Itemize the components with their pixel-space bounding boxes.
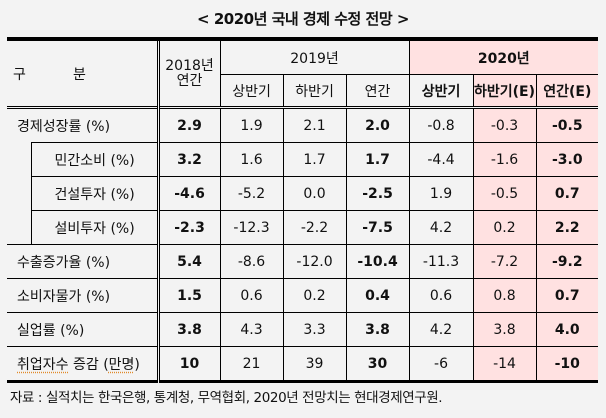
indent-spacer [7, 143, 31, 177]
cell-2019-h1: 21 [219, 346, 284, 383]
cell-2019-h2: 1.7 [282, 142, 347, 177]
cell-2020-h2e: 0.8 [472, 278, 537, 313]
cell-2019-h1: 0.6 [219, 278, 284, 313]
header-2019-h2: 하반기 [282, 74, 347, 108]
cell-2018-annual: 3.8 [157, 312, 221, 347]
cell-2019-annual: -2.5 [345, 176, 410, 211]
cell-2018-annual: 10 [157, 346, 221, 383]
header-category-right: 분 [73, 66, 86, 83]
cell-2018-annual: 1.5 [157, 278, 221, 313]
row-label: 실업률 (%) [7, 312, 160, 347]
cell-2020-annual-e: 0.7 [535, 176, 599, 211]
row-label-part: 증감 ( [68, 356, 109, 373]
row-label-part: 취업자수 [17, 356, 69, 373]
cell-2020-annual-e: -10 [535, 346, 599, 383]
cell-2020-h1: -0.8 [408, 106, 474, 143]
cell-2020-annual-e: 4.0 [535, 312, 599, 347]
cell-2019-h1: 1.6 [219, 142, 284, 177]
cell-2019-annual: 2.0 [345, 106, 410, 143]
cell-2020-h1: 4.2 [408, 210, 474, 245]
indent-spacer [7, 211, 31, 245]
row-label: 건설투자 (%) [30, 176, 160, 211]
header-2018-annual-label: 연간 [176, 72, 203, 89]
cell-2020-h2e: 3.8 [472, 312, 537, 347]
table-row-gdp-growth: 경제성장률 (%) 2.9 1.9 2.1 2.0 -0.8 -0.3 -0.5 [7, 106, 599, 143]
cell-2020-h2e: 0.2 [472, 210, 537, 245]
cell-2020-h1: 0.6 [408, 278, 474, 313]
cell-2020-h2e: -0.5 [472, 176, 537, 211]
row-label-part: 만명 [108, 356, 135, 373]
header-row-2: 상반기 하반기 연간 상반기 하반기(E) 연간(E) [7, 74, 599, 108]
cell-2019-annual: 1.7 [345, 142, 410, 177]
cell-2019-h2: 2.1 [282, 106, 347, 143]
table-row-export-growth: 수출증가율 (%) 5.4 -8.6 -12.0 -10.4 -11.3 -7.… [7, 244, 599, 279]
cell-2019-h1: -8.6 [219, 244, 284, 279]
cell-2018-annual: 2.9 [157, 106, 221, 143]
cell-2018-annual: 3.2 [157, 142, 221, 177]
source-note: 자료 : 실적치는 한국은행, 통계청, 무역협회, 2020년 전망치는 현대… [10, 390, 443, 406]
header-2018-annual: 2018년 연간 [157, 37, 221, 108]
cell-2020-h2e: -14 [472, 346, 537, 383]
table-row-construction-investment: 건설투자 (%) -4.6 -5.2 0.0 -2.5 1.9 -0.5 0.7 [7, 176, 599, 211]
table-row-consumer-prices: 소비자물가 (%) 1.5 0.6 0.2 0.4 0.6 0.8 0.7 [7, 278, 599, 313]
table-row-unemployment: 실업률 (%) 3.8 4.3 3.3 3.8 4.2 3.8 4.0 [7, 312, 599, 347]
cell-2019-h1: 1.9 [219, 106, 284, 143]
cell-2019-h2: -2.2 [282, 210, 347, 245]
cell-2019-h2: 0.0 [282, 176, 347, 211]
cell-2019-h1: -12.3 [219, 210, 284, 245]
cell-2020-h1: 4.2 [408, 312, 474, 347]
cell-2020-h1: -11.3 [408, 244, 474, 279]
cell-2019-h2: 3.3 [282, 312, 347, 347]
cell-2020-h2e: -7.2 [472, 244, 537, 279]
cell-2020-h2e: -0.3 [472, 106, 537, 143]
cell-2019-annual: -10.4 [345, 244, 410, 279]
cell-2020-h2e: -1.6 [472, 142, 537, 177]
row-label: 설비투자 (%) [30, 210, 160, 245]
header-2020-annual-estimate: 연간(E) [535, 74, 599, 108]
table-title: < 2020년 국내 경제 수정 전망 > [197, 10, 409, 28]
cell-2019-annual: 3.8 [345, 312, 410, 347]
row-label: 민간소비 (%) [30, 142, 160, 177]
row-label: 수출증가율 (%) [7, 244, 160, 279]
cell-2019-h1: 4.3 [219, 312, 284, 347]
cell-2020-annual-e: -0.5 [535, 106, 599, 143]
row-label: 소비자물가 (%) [7, 278, 160, 313]
header-2020-h1: 상반기 [408, 74, 474, 108]
header-2019-h1: 상반기 [219, 74, 284, 108]
header-2019: 2019년 [219, 37, 410, 75]
table-row-facility-investment: 설비투자 (%) -2.3 -12.3 -2.2 -7.5 4.2 0.2 2.… [7, 210, 599, 245]
header-2020: 2020년 [408, 37, 599, 75]
cell-2019-annual: 0.4 [345, 278, 410, 313]
cell-2019-h2: 0.2 [282, 278, 347, 313]
cell-2019-h2: 39 [282, 346, 347, 383]
cell-2018-annual: 5.4 [157, 244, 221, 279]
cell-2018-annual: -4.6 [157, 176, 221, 211]
row-label: 경제성장률 (%) [7, 106, 160, 143]
header-2020-h2-estimate: 하반기(E) [472, 74, 537, 108]
cell-2020-h1: -6 [408, 346, 474, 383]
cell-2020-h1: 1.9 [408, 176, 474, 211]
cell-2019-annual: -7.5 [345, 210, 410, 245]
table-row-private-consumption: 민간소비 (%) 3.2 1.6 1.7 1.7 -4.4 -1.6 -3.0 [7, 142, 599, 177]
cell-2018-annual: -2.3 [157, 210, 221, 245]
header-2018-year: 2018년 [165, 57, 214, 74]
cell-2020-annual-e: 2.2 [535, 210, 599, 245]
cell-2019-h2: -12.0 [282, 244, 347, 279]
row-label-part: ) [134, 356, 140, 373]
cell-2020-annual-e: -9.2 [535, 244, 599, 279]
cell-2020-h1: -4.4 [408, 142, 474, 177]
indent-spacer [7, 177, 31, 211]
cell-2019-annual: 30 [345, 346, 410, 383]
cell-2019-h1: -5.2 [219, 176, 284, 211]
table-row-employment-change: 취업자수 증감 (만명) 10 21 39 30 -6 -14 -10 [7, 346, 599, 383]
header-category-left: 구 [13, 66, 26, 83]
header-2019-annual: 연간 [345, 74, 410, 108]
row-label: 취업자수 증감 (만명) [7, 346, 160, 383]
cell-2020-annual-e: 0.7 [535, 278, 599, 313]
cell-2020-annual-e: -3.0 [535, 142, 599, 177]
